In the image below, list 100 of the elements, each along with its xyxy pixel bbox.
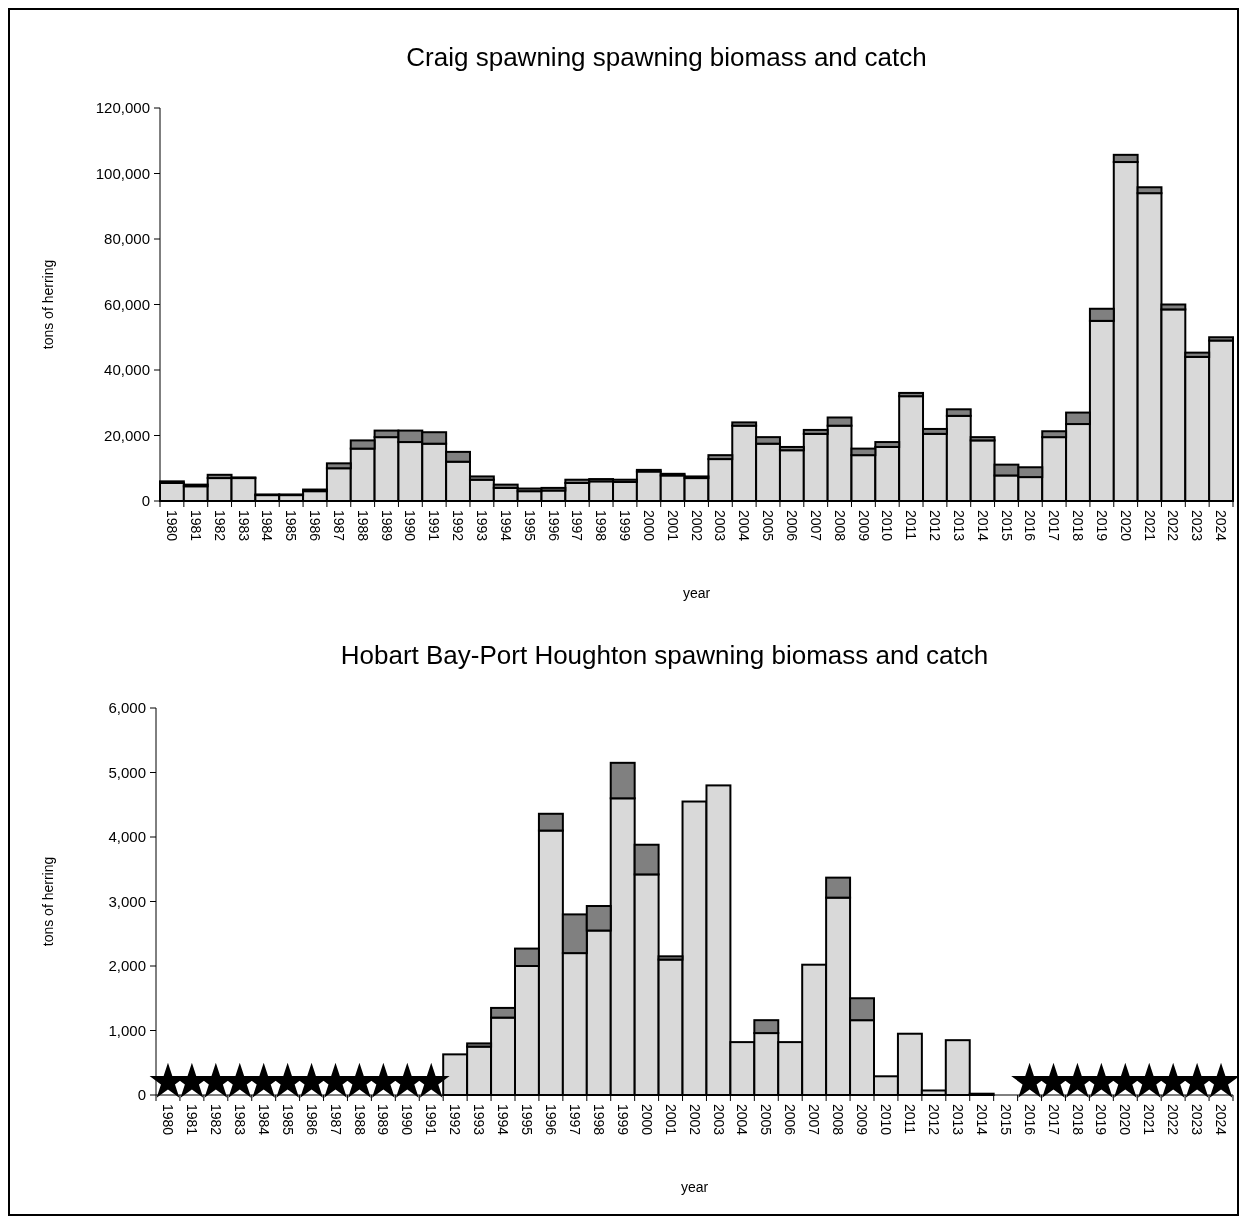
- x-tick-label: 1992: [447, 1104, 464, 1136]
- x-tick-label: 2011: [902, 1104, 918, 1135]
- y-tick-label: 2,000: [108, 957, 146, 975]
- x-tick-label: 1998: [590, 1104, 607, 1136]
- x-tick-label: 2001: [664, 510, 681, 542]
- x-tick-label: 1985: [279, 1104, 296, 1136]
- x-tick-label: 1994: [495, 1104, 512, 1136]
- x-tick-label: 2010: [879, 510, 896, 542]
- x-tick-label: 2005: [758, 1104, 775, 1136]
- x-tick-label: 1981: [187, 510, 204, 542]
- x-tick-label: 1981: [184, 1104, 200, 1136]
- x-tick-label: 2023: [1189, 510, 1206, 542]
- x-axis-title: year: [680, 1179, 709, 1195]
- x-tick-label: 1996: [543, 1104, 559, 1136]
- x-tick-label: 2002: [686, 1104, 703, 1136]
- y-tick-label: 100,000: [95, 164, 150, 182]
- y-tick-label: 60,000: [104, 295, 150, 313]
- x-tick-label: 1991: [426, 510, 443, 542]
- x-tick-label: 2014: [973, 1104, 990, 1136]
- x-tick-label: 2024: [1213, 510, 1230, 542]
- x-tick-label: 1999: [617, 510, 634, 542]
- x-tick-label: 1987: [330, 510, 347, 542]
- x-tick-label: 1990: [402, 510, 419, 542]
- x-tick-label: 2010: [878, 1104, 895, 1136]
- x-tick-label: 2016: [1022, 510, 1039, 542]
- x-tick-label: 2008: [830, 1104, 847, 1136]
- x-tick-label: 1999: [614, 1104, 631, 1136]
- x-tick-label: 1996: [545, 510, 562, 542]
- y-tick-label: 3,000: [108, 892, 146, 910]
- x-tick-label: 1998: [593, 510, 610, 542]
- x-tick-label: 1989: [375, 1104, 392, 1136]
- x-tick-label: 1985: [283, 510, 300, 542]
- x-tick-label: 2000: [638, 1104, 655, 1136]
- x-tick-label: 1991: [423, 1104, 440, 1136]
- x-tick-label: 2012: [927, 510, 944, 542]
- x-tick-label: 2007: [807, 510, 824, 542]
- x-tick-label: 2009: [854, 1104, 871, 1136]
- x-tick-label: 1997: [569, 510, 586, 542]
- x-tick-label: 2020: [1117, 510, 1134, 542]
- x-tick-label: 2009: [855, 510, 872, 542]
- x-tick-label: 2005: [760, 510, 777, 542]
- x-tick-label: 1987: [327, 1104, 344, 1136]
- x-tick-label: 1984: [255, 1104, 272, 1136]
- x-tick-label: 2015: [997, 1104, 1014, 1136]
- x-tick-label: 2002: [688, 510, 705, 542]
- y-tick-label: 0: [141, 492, 150, 510]
- x-tick-label: 1983: [235, 510, 252, 542]
- x-tick-label: 1989: [378, 510, 395, 542]
- x-tick-label: 2018: [1070, 510, 1087, 542]
- x-tick-label: 2004: [736, 510, 753, 542]
- x-tick-label: 2023: [1189, 1104, 1206, 1136]
- x-tick-label: 2006: [782, 1104, 799, 1136]
- x-tick-label: 2003: [710, 1104, 727, 1136]
- x-tick-label: 1984: [259, 510, 276, 542]
- y-tick-label: 0: [137, 1086, 146, 1104]
- x-tick-label: 1995: [519, 1104, 536, 1136]
- x-tick-label: 1993: [471, 1104, 488, 1136]
- x-tick-label: 2004: [734, 1104, 751, 1136]
- x-tick-label: 2006: [783, 510, 800, 542]
- x-tick-label: 1993: [474, 510, 490, 542]
- x-tick-label: 2003: [712, 510, 729, 542]
- x-tick-label: 2015: [998, 510, 1015, 542]
- chart-title: Hobart Bay-Port Houghton spawning biomass and catch: [340, 640, 989, 670]
- x-tick-label: 1980: [160, 1104, 177, 1136]
- x-tick-label: 2019: [1093, 1104, 1110, 1136]
- x-tick-label: 1982: [207, 1104, 224, 1136]
- x-tick-label: 2019: [1093, 510, 1110, 542]
- x-tick-label: 2017: [1045, 1104, 1062, 1136]
- x-tick-label: 2024: [1213, 1104, 1230, 1136]
- x-tick-label: 2022: [1165, 510, 1182, 542]
- x-tick-label: 2008: [831, 510, 848, 542]
- x-tick-label: 1990: [399, 1104, 416, 1136]
- x-tick-label: 2021: [1141, 510, 1158, 542]
- x-tick-label: 2014: [974, 510, 991, 542]
- x-tick-label: 1986: [307, 510, 324, 542]
- x-tick-label: 1997: [566, 1104, 583, 1136]
- x-tick-label: 1988: [354, 510, 371, 542]
- y-tick-label: 40,000: [104, 361, 150, 379]
- x-tick-label: 2021: [1141, 1104, 1158, 1136]
- y-tick-label: 120,000: [95, 99, 150, 117]
- y-tick-label: 20,000: [104, 426, 150, 444]
- x-tick-label: 2017: [1046, 510, 1063, 542]
- x-tick-label: 2000: [640, 510, 657, 542]
- x-tick-label: 2022: [1165, 1104, 1182, 1136]
- y-axis-title: tons of herring: [40, 259, 56, 350]
- x-tick-label: 2011: [903, 510, 920, 541]
- x-tick-label: 2012: [925, 1104, 942, 1136]
- chart-title: Craig spawning spawning biomass and catch: [406, 42, 927, 72]
- x-tick-label: 2013: [949, 1104, 966, 1136]
- x-tick-label: 1982: [211, 510, 228, 542]
- x-tick-label: 1992: [450, 510, 467, 542]
- x-tick-label: 1988: [351, 1104, 368, 1136]
- x-axis-title: year: [682, 585, 711, 601]
- x-tick-label: 2013: [950, 510, 967, 542]
- y-tick-label: 1,000: [108, 1021, 146, 1039]
- y-tick-label: 80,000: [104, 230, 150, 248]
- x-tick-label: 2020: [1117, 1104, 1134, 1136]
- x-tick-label: 2001: [662, 1104, 679, 1136]
- x-tick-label: 1994: [497, 510, 514, 542]
- x-tick-label: 2007: [806, 1104, 823, 1136]
